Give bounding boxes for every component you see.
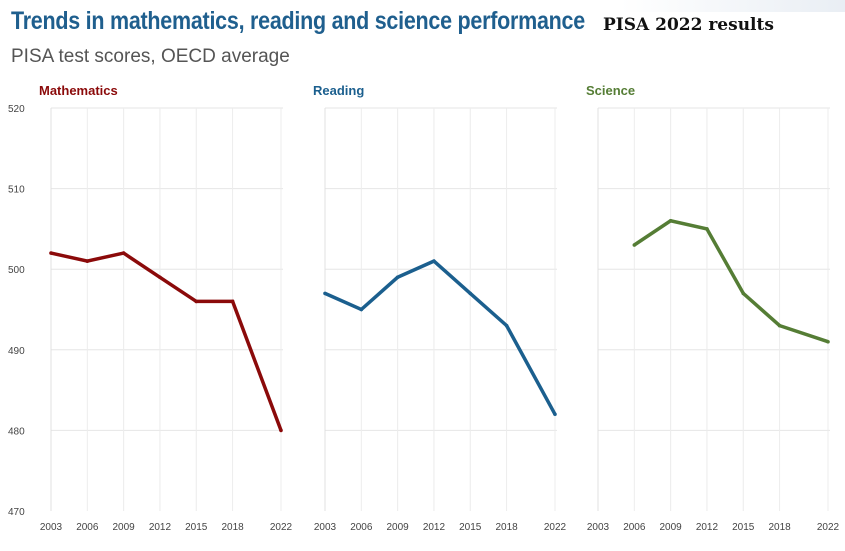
reading-x-tick-label-2022: 2022 bbox=[544, 522, 567, 533]
reading-data-point-2022 bbox=[553, 412, 557, 417]
mathematics-data-point-2003 bbox=[49, 251, 53, 255]
mathematics-data-point-2015 bbox=[194, 299, 199, 304]
mathematics-x-tick-label-2015: 2015 bbox=[185, 522, 208, 533]
mathematics-data-point-2009 bbox=[121, 251, 126, 255]
mathematics-x-tick-label-2018: 2018 bbox=[221, 522, 244, 533]
mathematics-x-tick-label-2022: 2022 bbox=[270, 522, 293, 533]
reading-data-point-2018 bbox=[504, 323, 509, 328]
y-tick-label-470: 470 bbox=[8, 507, 25, 518]
mathematics-series-line bbox=[50, 251, 283, 432]
science-data-point-2012 bbox=[705, 227, 709, 231]
science-x-tick-label-2015: 2015 bbox=[732, 522, 755, 533]
reading-x-tick-label-2006: 2006 bbox=[350, 522, 373, 533]
science-data-point-2018 bbox=[777, 323, 782, 328]
reading-data-point-2015 bbox=[468, 291, 473, 296]
science-x-tick-label-2012: 2012 bbox=[696, 522, 719, 533]
y-tick-label-520: 520 bbox=[8, 104, 25, 115]
reading-x-tick-label-2018: 2018 bbox=[495, 522, 518, 533]
mathematics-data-point-2018 bbox=[230, 299, 235, 304]
reading-x-tick-label-2012: 2012 bbox=[423, 522, 446, 533]
chart-subtitle: PISA test scores, OECD average bbox=[11, 46, 290, 67]
science-data-point-2009 bbox=[668, 219, 673, 223]
y-tick-label-500: 500 bbox=[8, 265, 25, 276]
science-data-point-2015 bbox=[741, 291, 746, 296]
mathematics-data-point-2022 bbox=[279, 428, 283, 433]
reading-x-tick-label-2009: 2009 bbox=[387, 522, 410, 533]
y-tick-label-480: 480 bbox=[8, 426, 25, 437]
reading-panel-title: Reading bbox=[313, 83, 364, 98]
y-tick-label-510: 510 bbox=[8, 185, 25, 196]
reading-data-point-2009 bbox=[395, 275, 400, 280]
reading-data-point-2003 bbox=[323, 291, 327, 296]
chart-title: Trends in mathematics, reading and scien… bbox=[11, 7, 585, 35]
science-data-point-2022 bbox=[826, 339, 830, 344]
mathematics-x-tick-label-2006: 2006 bbox=[76, 522, 99, 533]
reading-series-line bbox=[324, 259, 557, 416]
top-edge-shade bbox=[620, 0, 845, 12]
reading-x-tick-label-2015: 2015 bbox=[459, 522, 482, 533]
science-x-tick-label-2009: 2009 bbox=[660, 522, 683, 533]
pisa-results-badge: PISA 2022 results bbox=[603, 15, 774, 35]
mathematics-panel-title: Mathematics bbox=[39, 83, 118, 98]
science-series-line bbox=[633, 218, 829, 344]
mathematics-data-point-2012 bbox=[158, 275, 162, 280]
reading-data-point-2012 bbox=[432, 259, 436, 263]
y-tick-label-490: 490 bbox=[8, 346, 25, 357]
mathematics-x-tick-label-2012: 2012 bbox=[149, 522, 172, 533]
science-x-tick-label-2006: 2006 bbox=[623, 522, 646, 533]
science-x-tick-label-2018: 2018 bbox=[768, 522, 791, 533]
reading-data-point-2006 bbox=[359, 307, 364, 312]
science-panel-title: Science bbox=[586, 83, 635, 98]
mathematics-x-tick-label-2003: 2003 bbox=[40, 522, 63, 533]
reading-x-tick-label-2003: 2003 bbox=[314, 522, 337, 533]
mathematics-data-point-2006 bbox=[85, 259, 90, 263]
science-x-tick-label-2022: 2022 bbox=[817, 522, 840, 533]
science-data-point-2006 bbox=[632, 243, 637, 247]
science-x-tick-label-2003: 2003 bbox=[587, 522, 610, 533]
mathematics-x-tick-label-2009: 2009 bbox=[113, 522, 136, 533]
